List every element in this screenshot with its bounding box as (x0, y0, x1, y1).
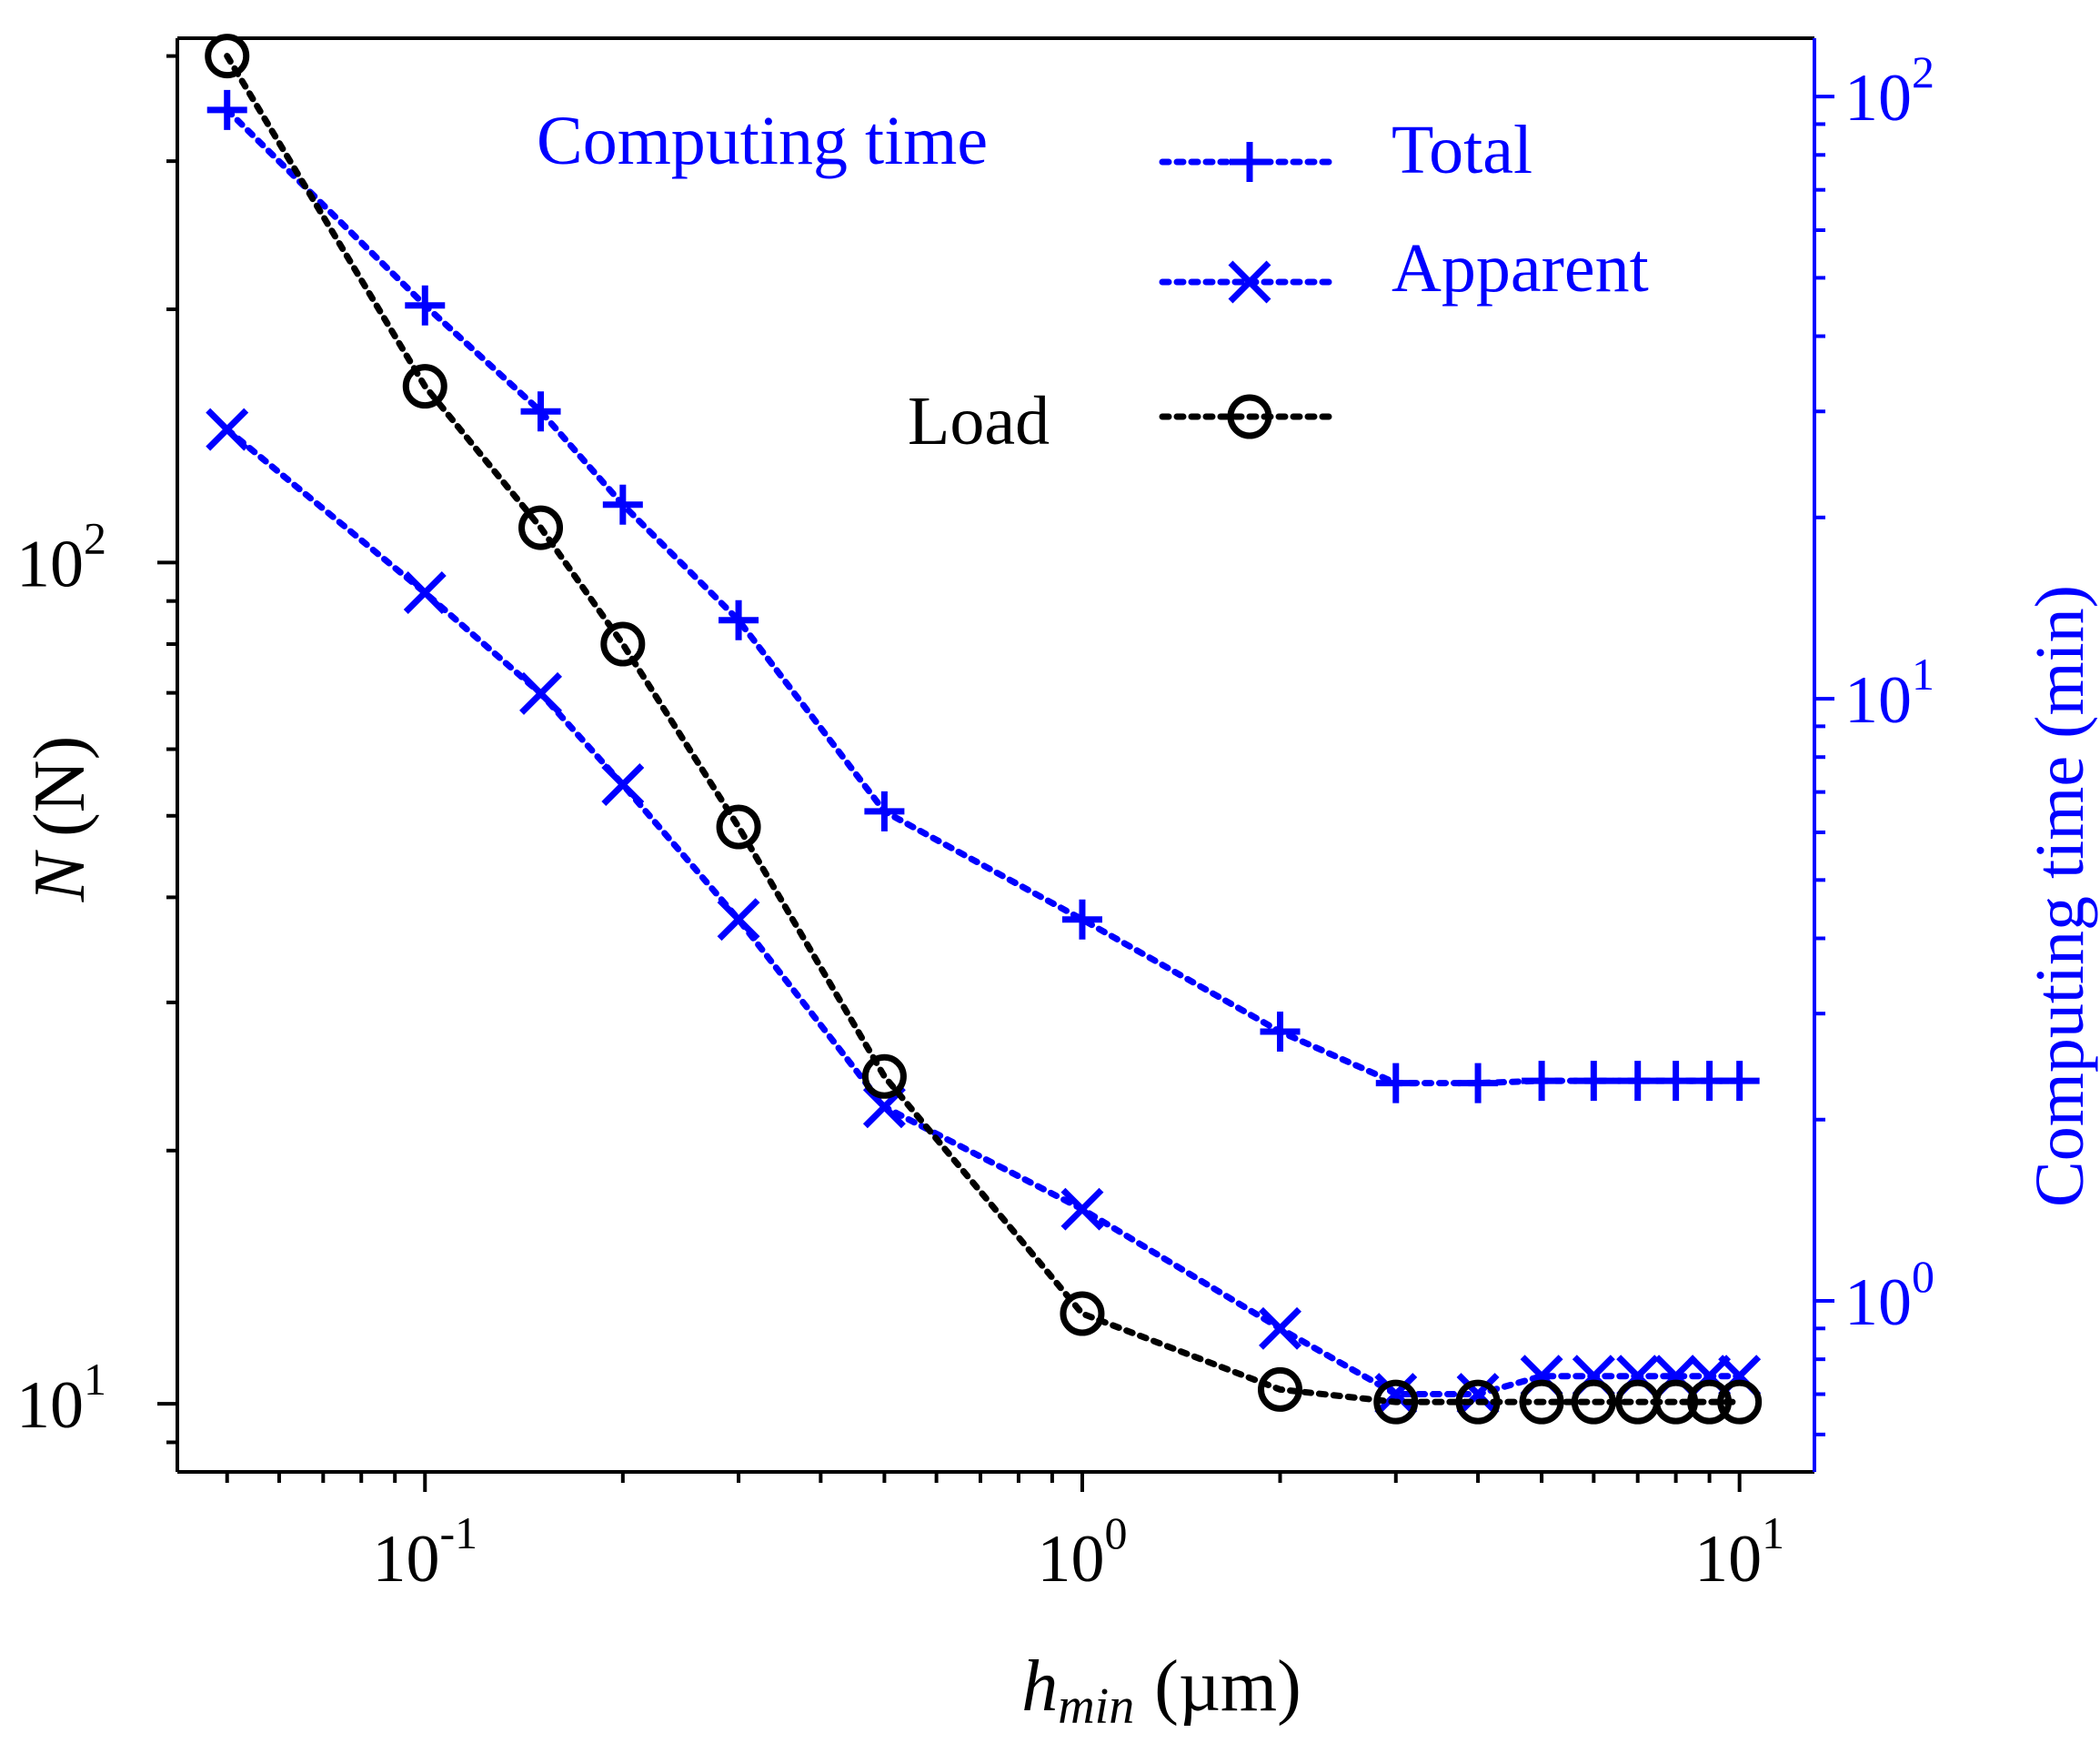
left-axis-label-symbol: N (20, 849, 100, 902)
data-point-apparent (403, 571, 447, 614)
legend-label-total: Total (1392, 112, 1532, 188)
legend-marker-load (1227, 394, 1272, 439)
data-point-apparent (1374, 1373, 1418, 1416)
left-tick-exponent: 1 (84, 1354, 106, 1405)
data-point-load (1653, 1379, 1699, 1425)
data-point-apparent (1060, 1187, 1104, 1231)
data-point-load (600, 621, 646, 667)
data-point-total (1375, 1063, 1416, 1103)
x-tick-base: 10 (1037, 1522, 1104, 1597)
right-axis-label-text: Computing time (min) (2022, 585, 2098, 1207)
series-layer (205, 34, 1763, 1425)
x-tick-label: 10-1 (372, 1507, 477, 1597)
data-point-total (718, 599, 759, 640)
legend-marker-total (1230, 142, 1270, 182)
data-point-total (602, 484, 643, 525)
data-point-total (1522, 1061, 1562, 1102)
x-axis-label-symbol: h (1021, 1647, 1058, 1727)
right-axis-label: Computing time (min) (2022, 585, 2098, 1207)
x-tick-base: 10 (1694, 1522, 1762, 1597)
data-point-load (1519, 1379, 1564, 1425)
right-tick-base: 10 (1844, 61, 1912, 136)
right-tick-label: 102 (1844, 46, 1934, 136)
data-point-load (1258, 1366, 1303, 1412)
data-point-total (1061, 899, 1102, 940)
right-tick-label: 101 (1844, 649, 1934, 738)
x-axis-label-subscript: min (1058, 1678, 1134, 1735)
data-point-load (861, 1053, 907, 1099)
x-tick-exponent: 1 (1762, 1507, 1784, 1558)
data-point-total (1617, 1061, 1658, 1102)
data-point-load (1373, 1379, 1419, 1425)
x-tick-exponent: 0 (1104, 1507, 1127, 1558)
right-tick-label: 100 (1844, 1251, 1934, 1340)
data-point-total (520, 391, 561, 432)
series-total (206, 89, 1760, 1103)
left-tick-exponent: 2 (84, 512, 106, 563)
svg-text:hmin(µm): hmin (µm) (1021, 1647, 1301, 1735)
data-point-apparent (519, 671, 563, 715)
legend-label-load: Load (908, 383, 1050, 459)
data-point-apparent (1259, 1306, 1301, 1350)
data-point-total (206, 89, 247, 130)
legend-label-apparent: Apparent (1392, 230, 1649, 307)
series-line-apparent (224, 426, 1743, 1398)
right-tick-base: 10 (1844, 663, 1912, 738)
x-tick-label: 100 (1037, 1507, 1127, 1597)
data-point-load (1571, 1379, 1616, 1425)
right-tick-base: 10 (1844, 1265, 1912, 1340)
data-point-load (1060, 1291, 1105, 1336)
data-point-apparent (206, 408, 249, 451)
data-point-total (405, 285, 446, 326)
data-point-load (518, 505, 564, 550)
data-point-apparent (717, 898, 760, 942)
left-axis-label: N (N) (20, 736, 100, 902)
legend-title-computing-time: Computing time (537, 103, 988, 179)
left-axis-label-unit: (N) (20, 736, 100, 837)
x-tick-exponent: -1 (439, 1507, 477, 1558)
data-point-total (1719, 1061, 1760, 1102)
svg-text:N(N): N (N) (20, 736, 100, 902)
x-axis-label-unit: (µm) (1154, 1647, 1301, 1727)
data-point-apparent (601, 763, 645, 806)
data-point-total (864, 791, 905, 831)
data-point-total (1458, 1063, 1499, 1103)
data-point-total (1655, 1061, 1696, 1102)
legend-marker-apparent (1228, 260, 1271, 304)
data-point-load (1717, 1379, 1763, 1425)
data-point-total (1573, 1061, 1614, 1102)
left-tick-base: 10 (16, 527, 84, 601)
x-tick-label: 101 (1694, 1507, 1784, 1597)
x-tick-base: 10 (372, 1522, 439, 1597)
left-tick-label: 102 (16, 512, 106, 601)
x-axis-label: hmin (µm) (1021, 1647, 1301, 1735)
data-point-load (716, 804, 761, 850)
right-tick-exponent: 2 (1912, 46, 1934, 97)
series-apparent (206, 408, 1762, 1416)
right-tick-exponent: 1 (1912, 649, 1934, 700)
right-tick-exponent: 0 (1912, 1251, 1934, 1302)
data-point-apparent (1456, 1373, 1500, 1416)
legend: Computing time Total Apparent Load (537, 103, 1649, 459)
data-point-load (1687, 1379, 1733, 1425)
data-point-load (1455, 1379, 1501, 1425)
data-point-load (402, 364, 447, 409)
series-load (205, 34, 1763, 1425)
left-tick-label: 101 (16, 1354, 106, 1443)
left-tick-base: 10 (16, 1368, 84, 1443)
data-point-total (1260, 1012, 1301, 1053)
